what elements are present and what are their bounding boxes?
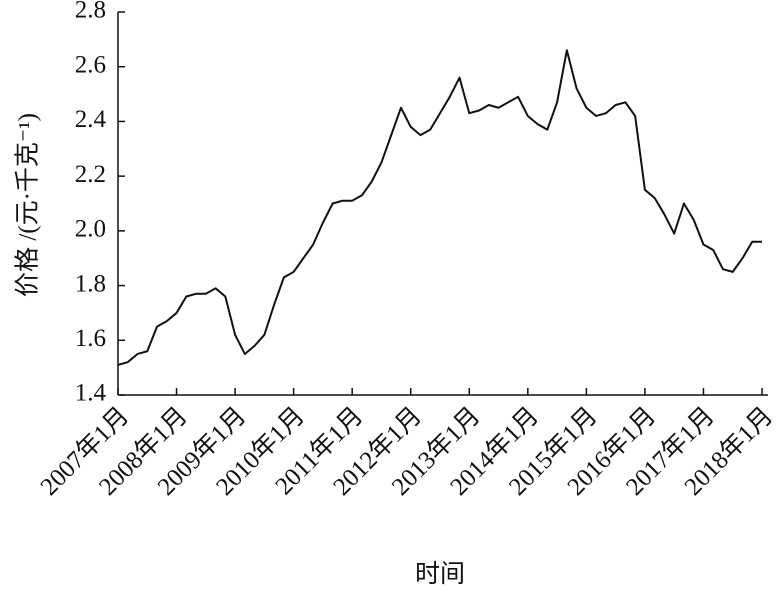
- y-tick-label: 2.6: [75, 51, 106, 78]
- y-tick-label: 2.2: [75, 161, 106, 188]
- y-tick-label: 2.8: [75, 0, 106, 24]
- y-tick-label: 1.6: [75, 325, 106, 352]
- x-axis-label: 时间: [415, 560, 465, 588]
- y-tick-label: 1.8: [75, 270, 106, 297]
- y-tick-label: 2.0: [75, 216, 106, 243]
- y-tick-label: 2.4: [75, 106, 107, 133]
- y-tick-label: 1.4: [75, 380, 107, 407]
- y-axis-label: 价格 /(元·千克⁻¹): [14, 113, 42, 297]
- price-line: [117, 49, 762, 366]
